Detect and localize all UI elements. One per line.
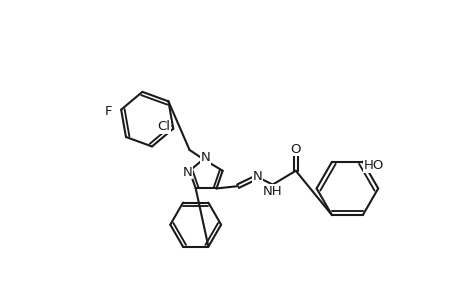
Text: NH: NH	[263, 185, 282, 198]
Text: O: O	[290, 143, 300, 156]
Text: N: N	[252, 169, 262, 183]
Text: F: F	[105, 105, 112, 118]
Text: N: N	[201, 151, 210, 164]
Text: N: N	[182, 166, 192, 179]
Text: HO: HO	[363, 159, 383, 172]
Text: Cl: Cl	[157, 120, 170, 133]
